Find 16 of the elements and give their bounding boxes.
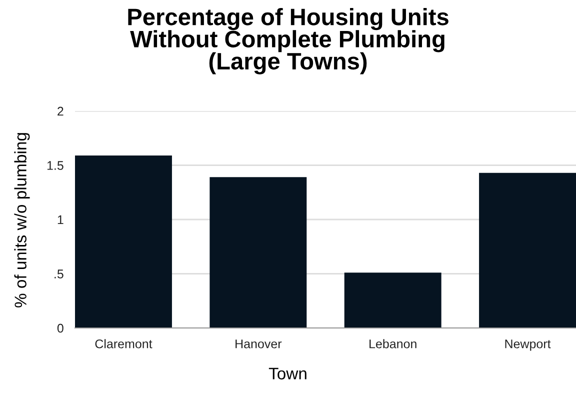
y-tick-label: 0 [57, 324, 64, 333]
x-tick-label: Hanover [236, 340, 282, 348]
bar [344, 272, 442, 328]
y-tick-label: .5 [54, 270, 64, 278]
y-tick-label: 1 [58, 215, 64, 224]
x-tick-label: Claremont [95, 339, 152, 348]
y-tick-label: 2 [58, 106, 64, 116]
x-tick-label: Newport [505, 340, 551, 351]
bar [479, 172, 576, 328]
x-tick-label: Lebanon [370, 339, 416, 348]
y-axis-title: % of units w/o plumbing [14, 133, 30, 308]
chart-title: Percentage of Housing Units Without Complete Plumbing (Large Towns) [128, 8, 448, 74]
bar [75, 155, 172, 328]
y-tick-label: 1.5 [47, 161, 64, 170]
x-axis-title: Town [268, 368, 306, 380]
bar [210, 177, 307, 328]
